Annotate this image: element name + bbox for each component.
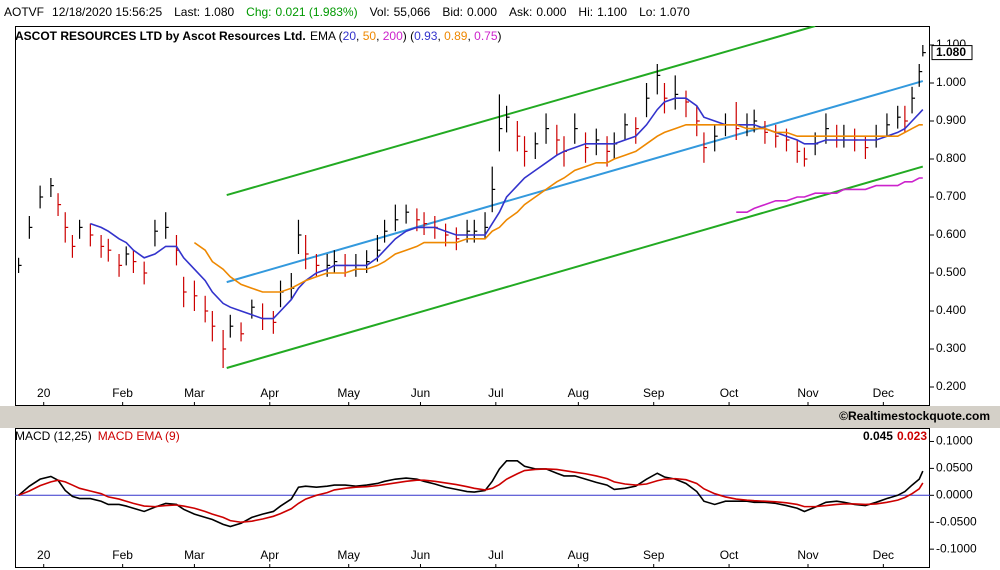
x-tick-label: Apr [260, 386, 279, 400]
y-tick-label: 0.0500 [936, 461, 973, 475]
y-tick-label: 0.1000 [936, 434, 973, 448]
y-tick-label: 0.0000 [936, 487, 973, 501]
y-tick-label: 0.900 [936, 113, 966, 127]
legend-text: , [376, 29, 383, 43]
x-tick-label: Sep [643, 386, 665, 400]
series-line [193, 124, 923, 293]
legend-text: , [467, 29, 474, 43]
trendline [226, 165, 924, 369]
x-tick-label: Apr [260, 548, 279, 562]
y-tick-label: -0.1000 [936, 541, 977, 555]
price-panel-frame [15, 26, 930, 406]
x-tick-label: Jun [411, 386, 430, 400]
x-tick-label: Feb [112, 386, 133, 400]
x-tick-label: Nov [797, 386, 818, 400]
field-value: 0.021 (1.983%) [276, 5, 358, 19]
x-tick-label: Dec [873, 386, 894, 400]
macd-panel-frame [15, 428, 930, 568]
x-tick-label: May [337, 548, 360, 562]
x-tick-label: 20 [37, 386, 51, 400]
legend-latest: 0.89 [444, 29, 468, 43]
y-tick-label: 0.400 [936, 303, 966, 317]
y-tick-label: 0.800 [936, 151, 966, 165]
legend-latest: 0.75 [474, 29, 498, 43]
field-label: Hi: [578, 5, 593, 19]
series-line [736, 177, 923, 213]
y-tick-label: 0.300 [936, 341, 966, 355]
field-value: 0.000 [536, 5, 566, 19]
field-value: 0.000 [467, 5, 497, 19]
field-label: Ask: [509, 5, 532, 19]
y-tick-label: 1.000 [936, 75, 966, 89]
y-tick-label: 0.700 [936, 189, 966, 203]
field-value: 1.080 [204, 5, 234, 19]
x-tick-label: Oct [720, 548, 739, 562]
trendline [226, 80, 924, 284]
x-tick-label: Nov [797, 548, 818, 562]
field-value: 55,066 [394, 5, 431, 19]
legend-name: MACD EMA (9) [98, 429, 180, 443]
x-tick-label: Jun [411, 548, 430, 562]
x-tick-label: Sep [643, 548, 665, 562]
ema-legend: EMA (20, 50, 200) (0.93, 0.89, 0.75) [310, 29, 502, 43]
y-tick-label: 0.500 [936, 265, 966, 279]
x-tick-label: Mar [184, 548, 205, 562]
x-tick-label: Dec [873, 548, 894, 562]
field-label: Chg: [246, 5, 271, 19]
legend-text: ) ( [403, 29, 414, 43]
field-label: Vol: [370, 5, 390, 19]
x-tick-label: Oct [720, 386, 739, 400]
legend-name: 200 [383, 29, 403, 43]
legend-latest: 0.93 [414, 29, 438, 43]
legend-latest: 0.023 [897, 429, 927, 443]
plot [17, 26, 926, 369]
legend-name: MACD (12,25) [15, 429, 92, 443]
x-tick-label: May [337, 386, 360, 400]
legend-name: 50 [363, 29, 377, 43]
y-tick-label: -0.0500 [936, 514, 977, 528]
legend-text: , [437, 29, 444, 43]
y-tick-label: 0.200 [936, 379, 966, 393]
timestamp: 12/18/2020 15:56:25 [52, 5, 162, 19]
x-tick-label: Jul [488, 386, 503, 400]
legend-latest: 0.045 [863, 429, 893, 443]
chart-title: ASCOT RESOURCES LTD by Ascot Resources L… [15, 29, 306, 43]
x-tick-label: Aug [568, 548, 589, 562]
series-line [90, 97, 924, 320]
legend-text: , [356, 29, 363, 43]
series-line [18, 460, 924, 528]
symbol: AOTVF [4, 5, 44, 19]
field-value: 1.100 [597, 5, 627, 19]
x-tick-label: 20 [37, 548, 51, 562]
field-label: Bid: [442, 5, 463, 19]
x-tick-label: Mar [184, 386, 205, 400]
trendline [226, 26, 816, 197]
separator-band [0, 406, 1000, 428]
credit: ©Realtimestockquote.com [839, 409, 990, 423]
legend-text: ) [498, 29, 502, 43]
legend-text: EMA ( [310, 29, 343, 43]
series-line [18, 468, 924, 524]
plot [15, 460, 930, 528]
x-tick-label: Feb [112, 548, 133, 562]
x-tick-label: Aug [568, 386, 589, 400]
macd-legend: MACD (12,25) MACD EMA (9) [15, 429, 180, 443]
macd-latest: 0.045 0.023 [863, 429, 927, 443]
header: AOTVF 12/18/2020 15:56:25 Last: 1.080 Chg: 0.… [4, 5, 690, 19]
x-tick-label: Jul [488, 548, 503, 562]
last-price-label: 1.080 [936, 45, 966, 59]
field-label: Last: [174, 5, 200, 19]
field-label: Lo: [639, 5, 656, 19]
field-value: 1.070 [660, 5, 690, 19]
y-tick-label: 0.600 [936, 227, 966, 241]
last-price-box [931, 45, 973, 61]
legend-name: 20 [343, 29, 357, 43]
